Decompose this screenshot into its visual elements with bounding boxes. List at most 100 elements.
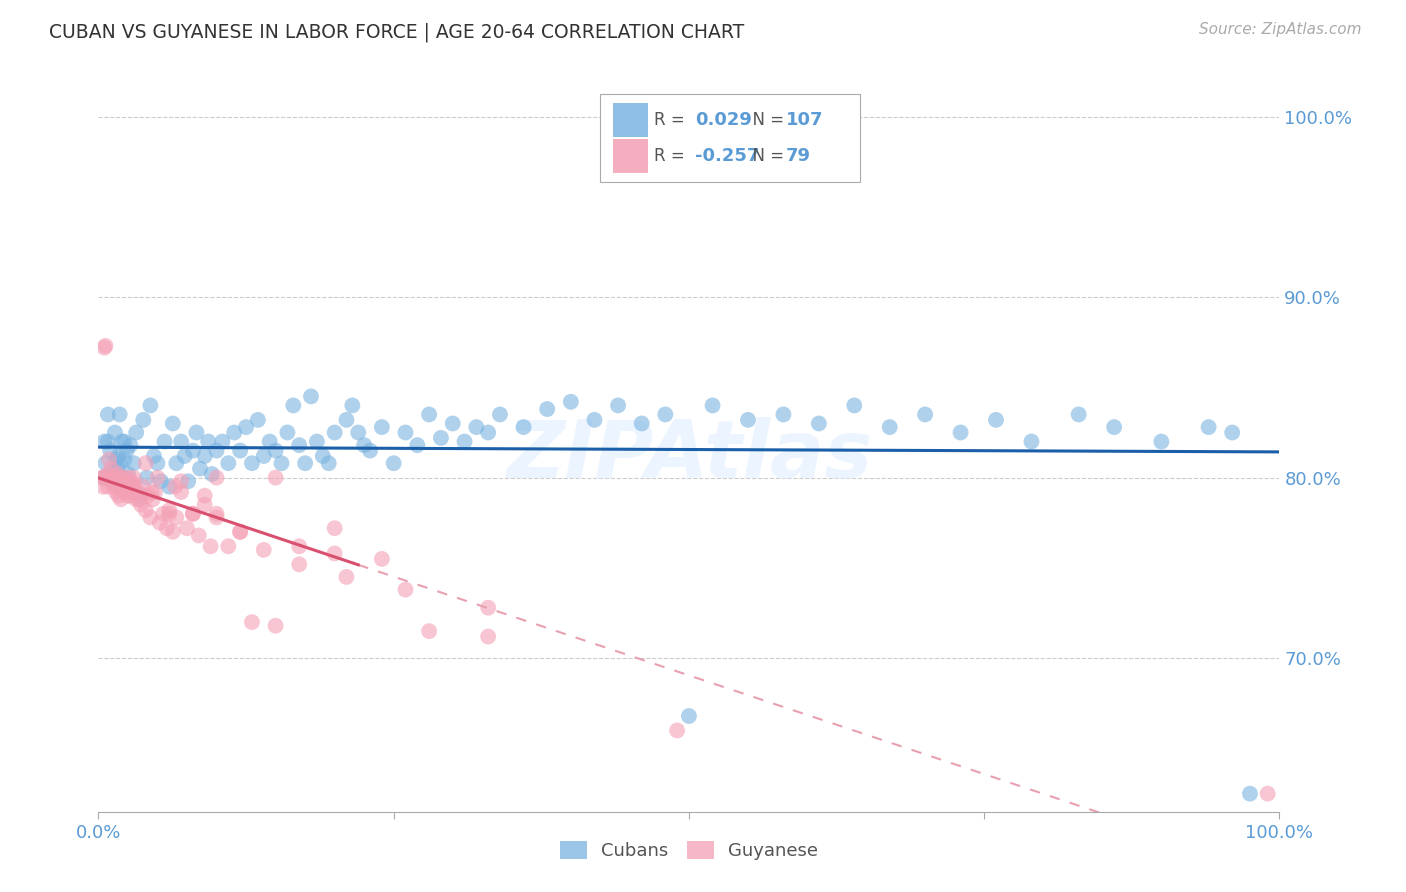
Point [93,470,115,484]
Point [150,475,173,489]
Point [264,470,287,484]
Point [120,489,142,503]
Point [465,420,488,434]
Text: R =: R = [654,112,689,129]
Point [107,489,129,503]
Point [170,485,193,500]
Point [737,413,759,427]
Point [162,417,184,431]
Point [112,434,135,449]
Point [382,456,405,470]
Point [371,552,394,566]
Point [146,470,169,484]
Point [114,478,136,492]
Point [353,438,375,452]
Point [142,492,165,507]
Point [122,470,145,484]
Point [122,478,145,492]
Point [312,449,335,463]
Point [211,434,233,449]
Point [128,489,150,503]
Point [205,510,228,524]
Point [678,709,700,723]
Point [288,558,311,572]
Point [264,443,287,458]
Point [240,615,263,629]
Point [105,480,128,494]
Point [406,438,429,452]
Point [125,492,148,507]
Point [91,470,114,484]
Point [157,507,180,521]
Point [318,456,340,470]
Point [108,408,131,422]
Point [807,417,830,431]
Point [117,489,139,503]
Text: N =: N = [742,112,789,129]
Point [93,341,115,355]
Point [135,503,157,517]
Point [1257,787,1279,801]
Point [98,452,121,467]
Point [914,408,936,422]
Point [264,618,287,632]
Point [200,539,222,553]
Point [101,467,124,481]
Point [489,408,512,422]
Point [259,434,281,449]
Point [394,582,416,597]
Point [104,425,127,440]
Point [91,480,114,494]
Point [294,456,316,470]
Point [115,443,138,458]
Point [112,485,135,500]
Point [120,438,142,452]
Text: 0.029: 0.029 [695,112,752,129]
Point [217,456,239,470]
Text: 107: 107 [786,112,824,129]
Point [949,425,972,440]
Point [97,467,120,481]
Point [112,475,135,489]
Text: -0.257: -0.257 [695,147,759,165]
Point [630,417,652,431]
Point [100,461,122,475]
Point [121,485,143,500]
Point [430,431,453,445]
Point [149,516,172,530]
Point [441,417,464,431]
Point [347,425,370,440]
Point [181,443,204,458]
Point [335,570,357,584]
Point [108,456,131,470]
Point [654,408,676,422]
Point [105,485,128,500]
Point [142,449,165,463]
Point [844,399,866,413]
Point [146,456,169,470]
Point [128,492,150,507]
Point [335,413,357,427]
Point [110,492,132,507]
Point [253,542,276,557]
Point [165,510,187,524]
Point [205,470,228,484]
Point [162,524,184,539]
Point [246,413,269,427]
Point [418,408,440,422]
Text: Source: ZipAtlas.com: Source: ZipAtlas.com [1198,22,1361,37]
Point [283,399,305,413]
Point [105,467,128,481]
Point [121,478,143,492]
Point [170,434,193,449]
Point [560,394,582,409]
Point [139,399,162,413]
Point [97,480,120,494]
Point [879,420,901,434]
Point [108,470,131,484]
Point [94,456,117,470]
Point [1067,408,1090,422]
Point [276,425,298,440]
Text: 79: 79 [786,147,811,165]
Point [702,399,724,413]
